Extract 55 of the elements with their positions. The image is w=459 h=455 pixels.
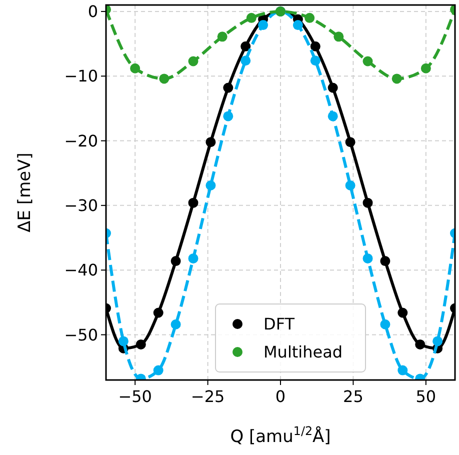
x-tick-label: 25 bbox=[343, 387, 364, 406]
point bbox=[415, 339, 426, 350]
point bbox=[380, 256, 390, 266]
point bbox=[362, 253, 373, 264]
y-tick-label: 0 bbox=[88, 2, 98, 22]
point bbox=[240, 41, 251, 52]
y-tick-label: −10 bbox=[64, 66, 98, 86]
point bbox=[392, 74, 402, 84]
point bbox=[217, 32, 228, 42]
point bbox=[362, 198, 373, 208]
point bbox=[223, 82, 234, 93]
point bbox=[246, 12, 256, 23]
point bbox=[398, 365, 408, 376]
x-tick-label: −50 bbox=[118, 387, 152, 406]
point bbox=[258, 20, 268, 30]
point bbox=[223, 111, 234, 122]
x-tick-label: 0 bbox=[275, 387, 286, 406]
point bbox=[334, 32, 344, 42]
point bbox=[159, 74, 170, 84]
legend-label: Multihead bbox=[264, 342, 343, 362]
y-tick-label: −30 bbox=[64, 196, 98, 216]
x-axis-title: Q [amu$^{1/2}$Å] bbox=[230, 424, 331, 447]
point bbox=[345, 180, 356, 190]
point bbox=[153, 365, 164, 376]
point bbox=[136, 339, 146, 350]
point bbox=[292, 20, 303, 30]
point bbox=[188, 56, 198, 66]
y-tick-label: −20 bbox=[64, 131, 98, 150]
point bbox=[310, 41, 320, 52]
point bbox=[130, 63, 140, 74]
legend-label: DFT bbox=[264, 314, 295, 334]
point bbox=[304, 12, 315, 23]
y-axis-title: ΔE [meV] bbox=[15, 152, 35, 232]
point bbox=[206, 180, 216, 190]
y-tick-label: −40 bbox=[64, 260, 98, 280]
point bbox=[362, 56, 373, 66]
point bbox=[420, 63, 431, 74]
point bbox=[432, 336, 443, 346]
point bbox=[188, 198, 198, 208]
point bbox=[380, 319, 390, 330]
point bbox=[153, 308, 164, 318]
point bbox=[170, 319, 181, 330]
point bbox=[206, 137, 216, 148]
point bbox=[328, 111, 338, 122]
point bbox=[118, 336, 128, 346]
x-tick-label: 50 bbox=[416, 387, 436, 406]
x-tick-label: −25 bbox=[190, 387, 225, 406]
point bbox=[398, 308, 408, 318]
point bbox=[240, 56, 251, 66]
point bbox=[328, 82, 338, 93]
point bbox=[188, 253, 198, 264]
y-tick-label: −50 bbox=[64, 325, 98, 344]
point bbox=[310, 56, 320, 66]
point bbox=[170, 256, 181, 266]
point bbox=[345, 137, 356, 148]
